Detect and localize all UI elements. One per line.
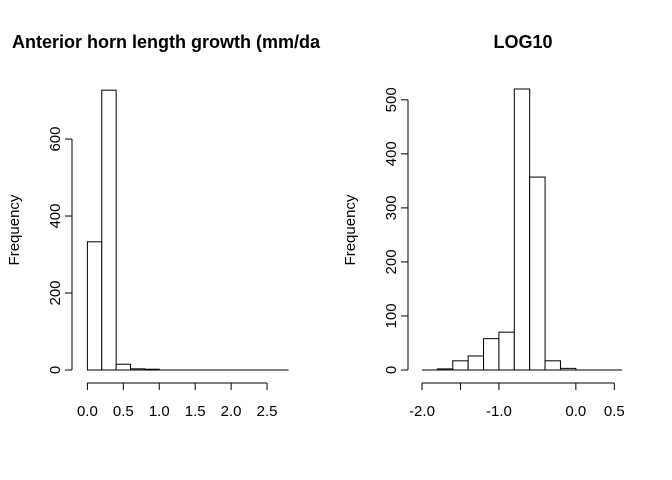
histogram-panel-raw: Anterior horn length growth (mm/da Frequ… bbox=[6, 32, 321, 420]
y-tick-label: 200 bbox=[47, 280, 64, 305]
histogram-bar bbox=[513, 88, 531, 371]
x-tick-label: -1.0 bbox=[486, 403, 512, 420]
x-tick-label: 1.0 bbox=[149, 403, 170, 420]
x-tick-label: 0.5 bbox=[604, 403, 625, 420]
x-axis: -2.0 -1.0 0.0 0.5 bbox=[409, 382, 625, 420]
histogram-bar bbox=[115, 363, 132, 371]
histogram-bar bbox=[483, 338, 500, 371]
x-tick-label: 0.0 bbox=[77, 403, 98, 420]
histogram-bar bbox=[559, 367, 577, 371]
y-tick-label: 300 bbox=[383, 195, 400, 220]
bars bbox=[86, 89, 289, 371]
x-tick-label: 0.5 bbox=[113, 403, 134, 420]
y-axis-label: Frequency bbox=[6, 194, 23, 265]
y-axis-label: Frequency bbox=[342, 194, 359, 265]
y-axis: 0 200 400 600 bbox=[47, 127, 73, 374]
y-tick-label: 400 bbox=[47, 204, 64, 229]
histogram-bar bbox=[452, 360, 469, 371]
y-tick-label: 200 bbox=[383, 249, 400, 274]
x-tick-label: 2.5 bbox=[257, 403, 278, 420]
histogram-bar bbox=[144, 368, 160, 371]
x-tick-label: 1.5 bbox=[185, 403, 206, 420]
chart-title: Anterior horn length growth (mm/da bbox=[12, 32, 321, 52]
histogram-bar bbox=[101, 89, 117, 371]
histogram-bar bbox=[86, 241, 103, 371]
x-tick-label: 2.0 bbox=[221, 403, 242, 420]
histogram-panel-log10: LOG10 Frequency -2.0 -1.0 0.0 0.5 0 100 200 30… bbox=[342, 32, 625, 420]
histogram-bar bbox=[436, 368, 454, 371]
x-tick-label: 0.0 bbox=[565, 403, 586, 420]
histogram-bar bbox=[544, 360, 561, 371]
y-tick-label: 100 bbox=[383, 303, 400, 328]
y-tick-label: 500 bbox=[383, 87, 400, 112]
bars bbox=[422, 88, 622, 371]
histogram-bar bbox=[529, 176, 546, 371]
y-tick-label: 400 bbox=[383, 141, 400, 166]
x-tick-label: -2.0 bbox=[409, 403, 435, 420]
histogram-bar bbox=[130, 368, 146, 371]
histogram-bar bbox=[467, 355, 485, 371]
x-axis: 0.0 0.5 1.0 1.5 2.0 2.5 bbox=[77, 382, 278, 420]
y-tick-label: 0 bbox=[383, 366, 400, 374]
y-axis: 0 100 200 300 400 500 bbox=[383, 87, 409, 374]
y-tick-label: 600 bbox=[47, 127, 64, 152]
y-tick-label: 0 bbox=[47, 366, 64, 374]
chart-title: LOG10 bbox=[493, 32, 552, 52]
histogram-bar bbox=[498, 331, 515, 371]
